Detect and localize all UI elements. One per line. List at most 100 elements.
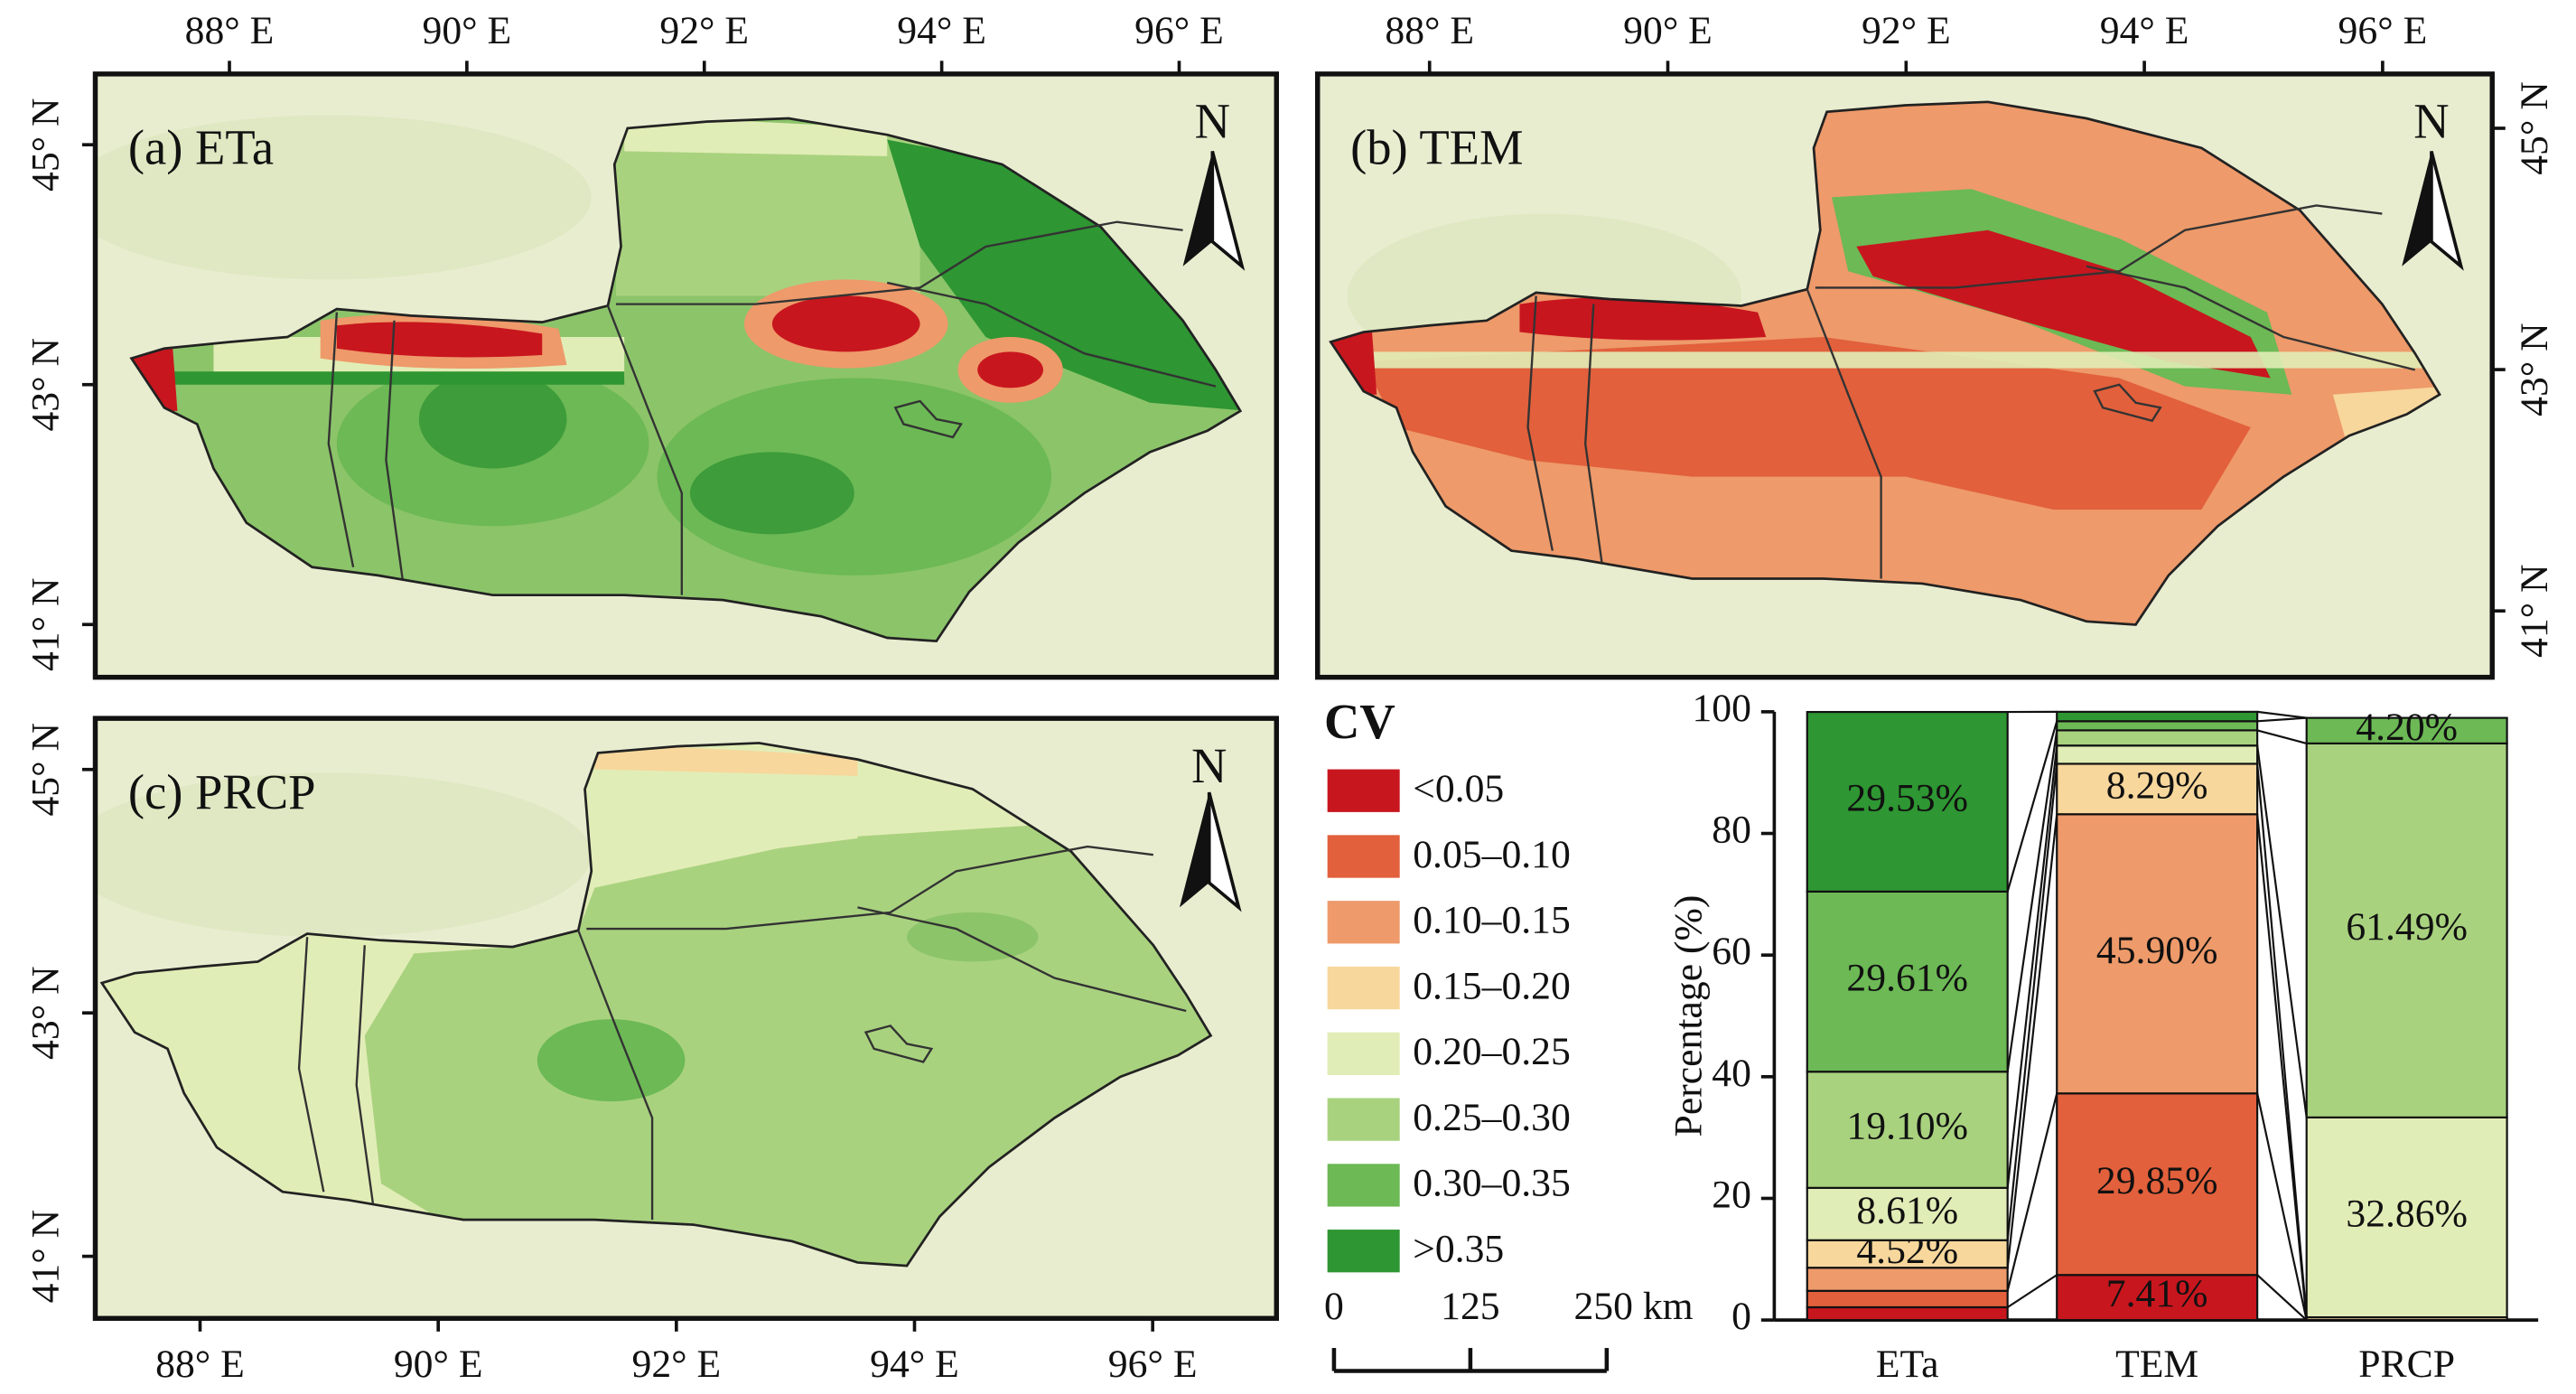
x-tick-label: PRCP xyxy=(2358,1343,2455,1386)
value-label: 29.85% xyxy=(2096,1159,2218,1202)
legend-label: >0.35 xyxy=(1413,1228,1504,1271)
scale-label: 125 xyxy=(1441,1285,1499,1328)
y-tick-label: 43° N xyxy=(2513,323,2556,416)
link-line xyxy=(2256,1274,2308,1321)
x-tick-label: ETa xyxy=(1876,1343,1939,1386)
x-tick-label: 88° E xyxy=(155,1343,245,1386)
x-tick-label: 94° E xyxy=(2100,9,2189,52)
bar-segment xyxy=(1806,710,2009,893)
link-line xyxy=(2006,730,2058,1072)
x-tick-label: 94° E xyxy=(897,9,986,52)
link-line xyxy=(2006,1093,2058,1292)
value-label: 32.86% xyxy=(2346,1192,2468,1235)
map-title: (b) TEM xyxy=(1350,120,1523,175)
y-axis-label: Percentage (%) xyxy=(1666,895,1710,1137)
y-tick-label: 100 xyxy=(1692,687,1750,730)
legend-swatch xyxy=(1327,901,1400,944)
link-line xyxy=(2006,814,2058,1268)
bar-segment xyxy=(2056,762,2259,816)
y-tick-label: 60 xyxy=(1712,930,1751,973)
value-label: 29.53% xyxy=(1846,776,1968,819)
x-tick-label: 90° E xyxy=(423,9,512,52)
y-tick-label: 0 xyxy=(1731,1295,1751,1338)
bar-segment xyxy=(1806,1305,2009,1322)
x-tick-label: 92° E xyxy=(1862,9,1951,52)
map-frame xyxy=(92,716,1279,1322)
map-title: (c) PRCP xyxy=(128,764,316,819)
link-line xyxy=(2257,710,2307,719)
value-label: 7.41% xyxy=(2106,1272,2208,1315)
link-line xyxy=(2006,721,2058,893)
value-label: 45.90% xyxy=(2096,929,2218,972)
x-tick-label: 94° E xyxy=(870,1343,959,1386)
map-frame xyxy=(92,71,1279,680)
legend-label: 0.20–0.25 xyxy=(1413,1030,1571,1073)
x-tick-label: 90° E xyxy=(394,1343,483,1386)
legend-swatch xyxy=(1327,1032,1400,1076)
x-tick-label: TEM xyxy=(2115,1343,2198,1386)
link-line xyxy=(2257,716,2307,723)
legend-swatch xyxy=(1327,1164,1400,1207)
bar-segment xyxy=(1806,1071,2009,1189)
x-tick-label: 88° E xyxy=(1385,9,1474,52)
legend-label: <0.05 xyxy=(1413,767,1504,810)
bar-segment xyxy=(2056,710,2259,723)
y-tick-label: 43° N xyxy=(24,338,68,432)
value-label: 61.49% xyxy=(2346,905,2468,949)
y-tick-label: 45° N xyxy=(24,723,68,817)
y-tick-label: 80 xyxy=(1712,809,1751,852)
bar-segment xyxy=(1806,1267,2009,1292)
bar-segment xyxy=(2056,1274,2259,1322)
y-tick-label: 45° N xyxy=(24,98,68,192)
y-tick-label: 40 xyxy=(1712,1052,1751,1095)
legend-swatch xyxy=(1327,1230,1400,1273)
x-tick-label: 88° E xyxy=(185,9,275,52)
legend-label: 0.25–0.30 xyxy=(1413,1096,1571,1139)
value-label: 8.29% xyxy=(2106,763,2208,807)
link-line xyxy=(2256,745,2308,1118)
y-tick-label: 20 xyxy=(1712,1173,1751,1216)
bar-segment xyxy=(2305,742,2508,1118)
link-line xyxy=(2006,763,2058,1240)
north-label: N xyxy=(1191,738,1227,793)
y-tick-label: 41° N xyxy=(2513,564,2556,658)
scale-label: 250 km xyxy=(1573,1285,1693,1328)
legend-label: 0.10–0.15 xyxy=(1413,899,1571,942)
y-tick-label: 41° N xyxy=(24,1210,68,1304)
bar-segment xyxy=(1806,1289,2009,1309)
legend-title: CV xyxy=(1324,694,1395,749)
bar-segment xyxy=(1806,1239,2009,1269)
north-label: N xyxy=(2413,94,2449,149)
legend-label: 0.15–0.20 xyxy=(1413,964,1571,1007)
bar-segment xyxy=(2056,720,2259,732)
x-tick-label: 96° E xyxy=(1134,9,1224,52)
y-tick-label: 43° N xyxy=(24,966,68,1060)
x-tick-label: 96° E xyxy=(2338,9,2428,52)
link-line xyxy=(2006,745,2058,1188)
bar-segment xyxy=(2056,729,2259,747)
value-label: 8.61% xyxy=(1856,1189,1958,1232)
x-tick-label: 90° E xyxy=(1623,9,1713,52)
bar-segment xyxy=(2305,1116,2508,1319)
scale-label: 0 xyxy=(1324,1285,1344,1328)
x-tick-label: 96° E xyxy=(1108,1343,1198,1386)
map-b xyxy=(1317,73,2493,678)
legend-swatch xyxy=(1327,966,1400,1010)
value-label: 4.20% xyxy=(2356,706,2458,749)
legend-swatch xyxy=(1327,1098,1400,1141)
link-line xyxy=(2007,1274,2058,1308)
legend-swatch xyxy=(1327,835,1400,878)
x-tick-label: 92° E xyxy=(659,9,749,52)
map-a xyxy=(95,73,1277,678)
y-tick-label: 45° N xyxy=(2513,81,2556,175)
bar-segment xyxy=(1806,890,2009,1073)
bar-segment xyxy=(2056,813,2259,1095)
legend-label: 0.05–0.10 xyxy=(1413,833,1571,876)
value-label: 19.10% xyxy=(1846,1105,1968,1148)
legend-swatch xyxy=(1327,769,1400,812)
x-tick-label: 92° E xyxy=(631,1343,721,1386)
value-label: 29.61% xyxy=(1846,957,1968,1000)
bar-segment xyxy=(2305,716,2508,744)
bar-segment xyxy=(1806,1186,2009,1241)
